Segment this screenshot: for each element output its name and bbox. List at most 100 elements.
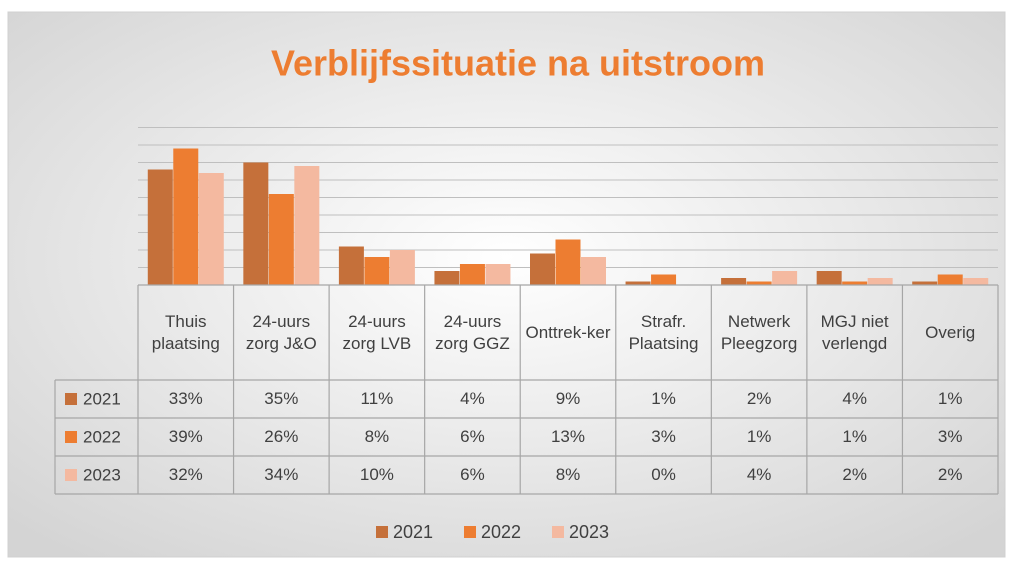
bar	[816, 271, 842, 285]
table-value-box: 6%	[460, 465, 485, 484]
bar	[434, 271, 460, 285]
table-value-box: 1%	[651, 389, 676, 408]
table-value: 4%	[842, 389, 867, 408]
legend-label: 2022	[481, 522, 521, 542]
x-tick-label: MGJ niet verlengd	[820, 311, 889, 353]
table-legend-key	[65, 393, 77, 405]
chart-title: Verblijfssituatie na uitstroom	[271, 43, 765, 84]
bar	[243, 162, 269, 285]
table-value: 13%	[550, 427, 585, 446]
table-value-box: 26%	[264, 427, 299, 446]
bar	[651, 274, 677, 285]
table-value-box: 1%	[746, 427, 772, 446]
x-tick-label-box: Netwerk Pleegzorg	[720, 311, 798, 353]
bar	[842, 281, 868, 285]
legend-key	[376, 526, 388, 538]
bar	[937, 274, 963, 285]
x-tick-label: Netwerk Pleegzorg	[720, 311, 798, 353]
x-tick-label-box: Onttrek-ker	[525, 322, 611, 342]
table-value: 39%	[168, 427, 203, 446]
bar	[555, 239, 581, 285]
table-series-label: 2023	[83, 465, 121, 484]
x-tick-label-box: Overig	[925, 322, 976, 342]
table-series-label: 2022	[83, 427, 121, 446]
table-value-box: 0%	[651, 465, 676, 484]
x-tick-label-box: Strafr. Plaatsing	[628, 311, 699, 353]
table-value-box: 35%	[264, 389, 299, 408]
x-tick-label-box: Thuis plaatsing	[151, 311, 220, 353]
table-value: 2%	[937, 465, 963, 484]
legend-key	[464, 526, 476, 538]
bar	[198, 173, 224, 285]
bar	[459, 264, 485, 285]
table-value: 1%	[746, 427, 772, 446]
table-value: 10%	[359, 465, 394, 484]
x-tick-label: Overig	[925, 322, 976, 342]
table-value-box: 2%	[842, 465, 867, 484]
x-tick-label-box: 24-uurs zorg LVB	[342, 311, 412, 353]
table-value-box: 13%	[550, 427, 585, 446]
table-value-box: 32%	[168, 465, 203, 484]
x-tick-label: Onttrek-ker	[525, 322, 611, 342]
table-value: 2%	[842, 465, 867, 484]
table-value: 9%	[555, 389, 581, 408]
x-tick-label: 24-uurs zorg J&O	[245, 311, 317, 353]
table-value-box: 1%	[842, 427, 867, 446]
table-value-box: 8%	[556, 465, 581, 484]
bar	[147, 169, 173, 285]
table-value: 26%	[264, 427, 299, 446]
table-value-box: 6%	[460, 427, 485, 446]
table-value-box: 3%	[938, 427, 963, 446]
table-value: 3%	[651, 427, 676, 446]
bar	[364, 257, 390, 285]
table-value-box: 10%	[359, 465, 394, 484]
table-value: 8%	[364, 427, 390, 446]
table-value-box: 4%	[746, 465, 772, 484]
x-tick-label: 24-uurs zorg LVB	[342, 311, 412, 353]
table-value-box: 1%	[937, 389, 963, 408]
bar	[867, 278, 893, 285]
bar	[485, 264, 511, 285]
bar	[746, 281, 772, 285]
x-tick-label: 24-uurs zorg GGZ	[435, 311, 510, 353]
table-value-box: 4%	[460, 389, 485, 408]
table-value: 1%	[651, 389, 676, 408]
x-tick-label-box: MGJ niet verlengd	[820, 311, 889, 353]
table-value: 4%	[746, 465, 772, 484]
legend-label: 2021	[393, 522, 433, 542]
bar	[530, 253, 555, 285]
table-value-box: 39%	[168, 427, 203, 446]
bar	[625, 281, 651, 285]
table-value: 1%	[842, 427, 867, 446]
table-value: 1%	[937, 389, 963, 408]
legend-label: 2023	[569, 522, 609, 542]
bar	[268, 194, 294, 285]
bar	[338, 246, 364, 285]
x-tick-label: Thuis plaatsing	[151, 311, 220, 353]
table-value-box: 33%	[169, 389, 203, 408]
bar	[173, 148, 199, 285]
x-tick-label-box: 24-uurs zorg GGZ	[435, 311, 510, 353]
bar	[912, 281, 938, 285]
x-tick-label: Strafr. Plaatsing	[628, 311, 699, 353]
table-value: 35%	[264, 389, 299, 408]
table-legend-key	[65, 431, 77, 443]
table-value: 0%	[651, 465, 676, 484]
table-value-box: 2%	[746, 389, 772, 408]
table-value: 2%	[746, 389, 772, 408]
bar	[389, 250, 415, 285]
table-value-box: 4%	[842, 389, 867, 408]
table-value: 32%	[168, 465, 203, 484]
bar	[963, 278, 989, 285]
table-series-label: 2021	[83, 389, 121, 408]
table-legend-key	[65, 469, 77, 481]
bar	[772, 271, 798, 285]
table-value: 34%	[264, 465, 299, 484]
table-value: 6%	[460, 465, 485, 484]
bar	[581, 257, 606, 285]
legend-key	[552, 526, 564, 538]
table-value: 4%	[460, 389, 485, 408]
table-value-box: 8%	[364, 427, 390, 446]
table-value: 11%	[360, 389, 394, 408]
